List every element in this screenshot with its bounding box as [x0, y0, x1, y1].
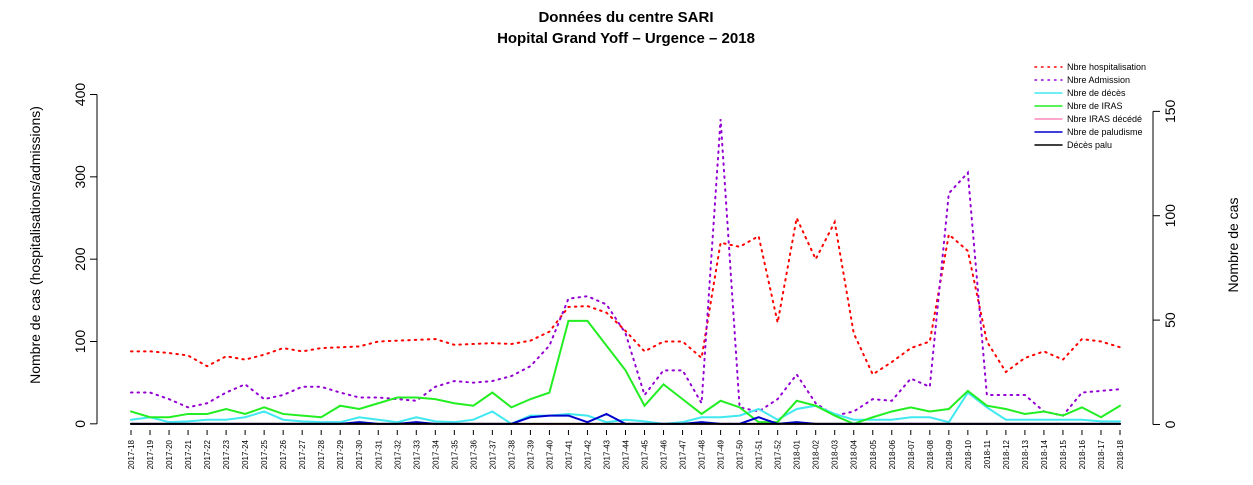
x-tick-label: 2018-02	[812, 439, 821, 469]
x-tick-label: 2017-24	[241, 439, 250, 469]
x-tick-label: 2017-20	[165, 439, 174, 469]
x-tick-label: 2017-45	[641, 439, 650, 469]
x-tick-label: 2017-48	[698, 439, 707, 469]
x-tick-label: 2017-38	[507, 439, 516, 469]
x-tick-label: 2017-26	[279, 439, 288, 469]
legend-label: Nbre IRAS décédé	[1067, 114, 1142, 124]
y2-tick-label: 50	[1162, 312, 1178, 328]
x-tick-label: 2017-42	[583, 439, 592, 469]
x-tick-label: 2017-30	[355, 439, 364, 469]
x-tick-label: 2018-03	[831, 439, 840, 469]
x-tick-label: 2018-05	[869, 439, 878, 469]
x-tick-label: 2017-49	[717, 439, 726, 469]
x-tick-label: 2017-21	[184, 439, 193, 469]
x-tick-label: 2017-22	[203, 439, 212, 469]
x-tick-label: 2017-46	[660, 439, 669, 469]
y-tick-label: 100	[72, 330, 88, 354]
chart-title: Données du centre SARI	[538, 9, 713, 26]
y-tick-label: 300	[72, 165, 88, 189]
x-tick-label: 2018-16	[1078, 439, 1087, 469]
x-tick-label: 2017-43	[602, 439, 611, 469]
x-tick-label: 2018-14	[1040, 439, 1049, 469]
x-tick-label: 2017-40	[545, 439, 554, 469]
x-tick-label: 2018-15	[1059, 439, 1068, 469]
x-tick-label: 2018-06	[888, 439, 897, 469]
y-tick-label: 0	[72, 420, 88, 428]
legend-label: Nbre de décès	[1067, 88, 1126, 98]
x-tick-label: 2017-23	[222, 439, 231, 469]
y2-axis-title: Nombre de cas	[1225, 198, 1241, 293]
legend-label: Décès palu	[1067, 140, 1112, 150]
x-tick-label: 2017-28	[317, 439, 326, 469]
legend-label: Nbre de paludisme	[1067, 127, 1143, 137]
legend-label: Nbre hospitalisation	[1067, 62, 1146, 72]
x-tick-label: 2018-07	[907, 439, 916, 469]
x-tick-label: 2017-39	[526, 439, 535, 469]
x-tick-label: 2018-04	[850, 439, 859, 469]
series-line	[130, 319, 1121, 425]
series-line	[130, 119, 1121, 417]
x-tick-label: 2017-41	[564, 439, 573, 469]
x-tick-label: 2017-50	[736, 439, 745, 469]
x-tick-label: 2017-35	[450, 439, 459, 469]
x-tick-label: 2017-18	[127, 439, 136, 469]
y2-tick-label: 0	[1162, 420, 1178, 428]
x-tick-label: 2018-11	[983, 439, 992, 468]
y-axis-title: Nombre de cas (hospitalisations/admissio…	[27, 106, 43, 384]
x-tick-label: 2017-27	[298, 439, 307, 469]
x-tick-label: 2017-31	[374, 439, 383, 469]
x-tick-label: 2017-32	[393, 439, 402, 469]
x-tick-label: 2017-47	[679, 439, 688, 469]
x-tick-label: 2018-10	[964, 439, 973, 469]
x-tick-label: 2018-12	[1002, 439, 1011, 469]
legend-label: Nbre de IRAS	[1067, 101, 1123, 111]
x-tick-label: 2018-01	[793, 439, 802, 469]
x-tick-label: 2017-33	[412, 439, 421, 469]
y2-tick-label: 100	[1162, 204, 1178, 228]
x-tick-label: 2018-09	[945, 439, 954, 469]
series-line	[130, 391, 1121, 425]
legend-label: Nbre Admission	[1067, 75, 1130, 85]
x-tick-label: 2017-19	[146, 439, 155, 469]
x-tick-label: 2018-13	[1021, 439, 1030, 469]
x-tick-label: 2017-51	[755, 439, 764, 469]
y2-tick-label: 150	[1162, 99, 1178, 123]
chart-subtitle: Hopital Grand Yoff – Urgence – 2018	[497, 30, 755, 47]
x-tick-label: 2018-08	[926, 439, 935, 469]
x-tick-label: 2017-37	[488, 439, 497, 469]
y-tick-label: 200	[72, 247, 88, 271]
y-tick-label: 400	[72, 83, 88, 107]
x-tick-label: 2017-29	[336, 439, 345, 469]
x-tick-label: 2017-25	[260, 439, 269, 469]
x-tick-label: 2018-17	[1097, 439, 1106, 469]
series-line	[130, 214, 1121, 376]
x-tick-label: 2017-34	[431, 439, 440, 469]
x-tick-label: 2017-36	[469, 439, 478, 469]
x-tick-label: 2018-18	[1116, 439, 1125, 469]
x-tick-label: 2017-44	[622, 439, 631, 469]
x-tick-label: 2017-52	[774, 439, 783, 469]
